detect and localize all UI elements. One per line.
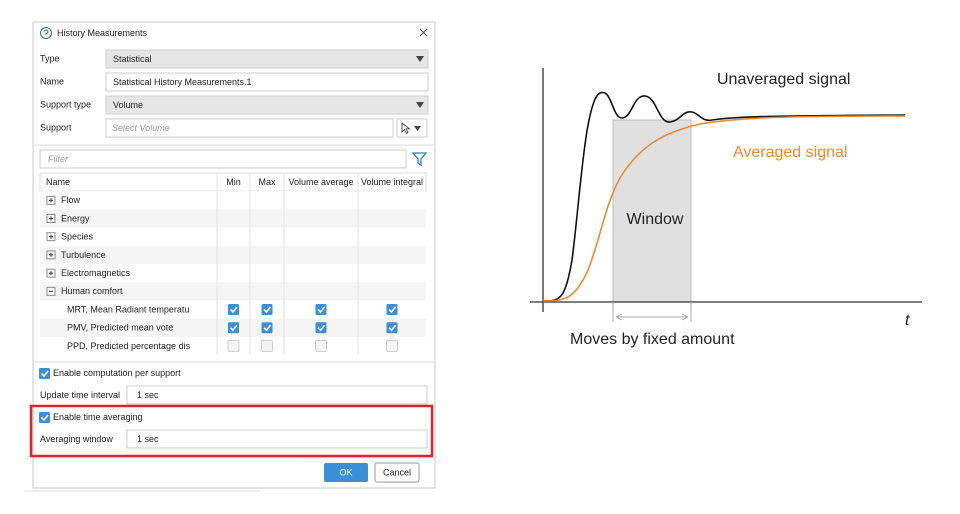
name-input[interactable]	[105, 72, 429, 92]
table-row	[40, 191, 426, 210]
support-input[interactable]	[105, 118, 394, 138]
dropdown-arrow	[416, 102, 424, 108]
name-label: Name	[40, 76, 64, 86]
dialog-title: History Measurements	[57, 28, 148, 38]
cancel-label: Cancel	[383, 467, 411, 477]
item-label: PMV, Predicted mean vote	[67, 323, 173, 333]
cancel-button[interactable]	[374, 462, 420, 483]
type-label: Type	[40, 53, 60, 63]
group-label: Flow	[61, 195, 81, 205]
type-dropdown[interactable]	[105, 49, 429, 69]
column-header: Name	[46, 177, 70, 187]
unaveraged-label: Unaveraged signal	[717, 71, 850, 88]
group-label: Human comfort	[61, 286, 123, 296]
ok-button[interactable]	[324, 463, 368, 482]
cursor-icon	[401, 122, 411, 135]
checkbox-checked[interactable]	[315, 304, 327, 315]
checkbox-slot	[39, 412, 50, 423]
diagram: Unaveraged signal Averaged signal Window…	[530, 68, 922, 348]
item-label: MRT, Mean Radiant temperatu	[67, 304, 189, 314]
ok-label: OK	[339, 467, 352, 477]
group-label: Turbulence	[61, 250, 106, 260]
checkbox-unchecked[interactable]	[386, 339, 398, 352]
checkbox-checked[interactable]	[261, 322, 273, 334]
group-label: Species	[61, 232, 94, 242]
close-button[interactable]	[419, 28, 428, 37]
check-mark	[388, 324, 397, 332]
table-row	[40, 282, 426, 301]
table-row	[40, 209, 426, 228]
filter-placeholder: Filter	[48, 154, 69, 164]
dropdown-arrow	[414, 126, 421, 131]
checkbox-checked[interactable]	[386, 322, 398, 334]
table-body: Name Min Max Volume average Volume integral F…	[39, 172, 427, 355]
checkbox-unchecked[interactable]	[315, 339, 327, 352]
group-label: Electromagnetics	[61, 268, 131, 278]
checkbox-unchecked[interactable]	[227, 339, 240, 352]
update-interval-input[interactable]	[126, 385, 428, 405]
help-glyph	[43, 29, 49, 35]
averaged-curve	[542, 115, 906, 302]
averaging-window-input[interactable]	[126, 429, 428, 449]
support-label: Support	[40, 122, 72, 132]
averaged-label: Averaged signal	[733, 144, 847, 161]
table-row	[40, 245, 426, 264]
table-row	[40, 264, 426, 283]
checkbox-checked[interactable]	[228, 304, 239, 315]
type-value: Statistical	[113, 54, 152, 64]
column-header: Volume integral	[361, 177, 423, 187]
check-mark	[40, 414, 49, 422]
check-mark	[229, 306, 238, 314]
group-label: Energy	[61, 213, 90, 223]
item-label: PPD, Predicted percentage dis	[67, 341, 191, 351]
check-mark	[388, 306, 397, 314]
selection-button[interactable]	[396, 118, 428, 138]
unaveraged-curve	[542, 91, 906, 302]
averaging-window-label: Averaging window	[40, 434, 113, 444]
checkbox-checked[interactable]	[261, 304, 273, 315]
support-type-label: Support type	[40, 99, 91, 109]
move-arrow	[615, 313, 689, 321]
check-mark	[263, 306, 272, 314]
name-value: Statistical History Measurements.1	[113, 77, 252, 87]
checkbox-slot	[39, 368, 50, 379]
column-header: Max	[258, 177, 276, 187]
highlight-box	[29, 404, 434, 458]
dialog: History Measurements Type Statistical Na…	[24, 21, 436, 492]
check-mark	[263, 324, 272, 332]
check-mark	[317, 324, 326, 332]
support-placeholder: Select Volume	[112, 123, 170, 133]
averaging-window-value: 1 sec	[137, 434, 159, 444]
moves-label: Moves by fixed amount	[570, 331, 735, 348]
support-type-dropdown[interactable]	[105, 95, 429, 115]
window-label: Window	[627, 211, 684, 228]
support-type-value: Volume	[113, 100, 143, 110]
window-rect	[612, 119, 692, 303]
check-mark	[40, 370, 49, 378]
enable-averaging-label: Enable time averaging	[53, 412, 143, 422]
axis-label: t	[905, 312, 910, 329]
table-row	[40, 227, 426, 246]
enable-computation-label: Enable computation per support	[53, 368, 181, 378]
check-mark	[229, 324, 238, 332]
checkbox-checked[interactable]	[315, 322, 327, 334]
checkbox-checked[interactable]	[39, 412, 50, 423]
update-interval-value: 1 sec	[137, 390, 159, 400]
filter-input[interactable]	[39, 149, 407, 169]
dropdown-arrow	[416, 56, 424, 62]
checkbox-unchecked[interactable]	[261, 339, 273, 352]
help-icon[interactable]	[40, 27, 52, 39]
checkbox-checked[interactable]	[228, 322, 239, 334]
checkbox-checked[interactable]	[39, 368, 50, 379]
filter-icon[interactable]	[411, 152, 428, 167]
update-interval-label: Update time interval	[40, 390, 120, 400]
column-header: Min	[226, 177, 241, 187]
column-header: Volume average	[288, 177, 353, 187]
check-mark	[317, 306, 326, 314]
checkbox-checked[interactable]	[386, 304, 398, 315]
